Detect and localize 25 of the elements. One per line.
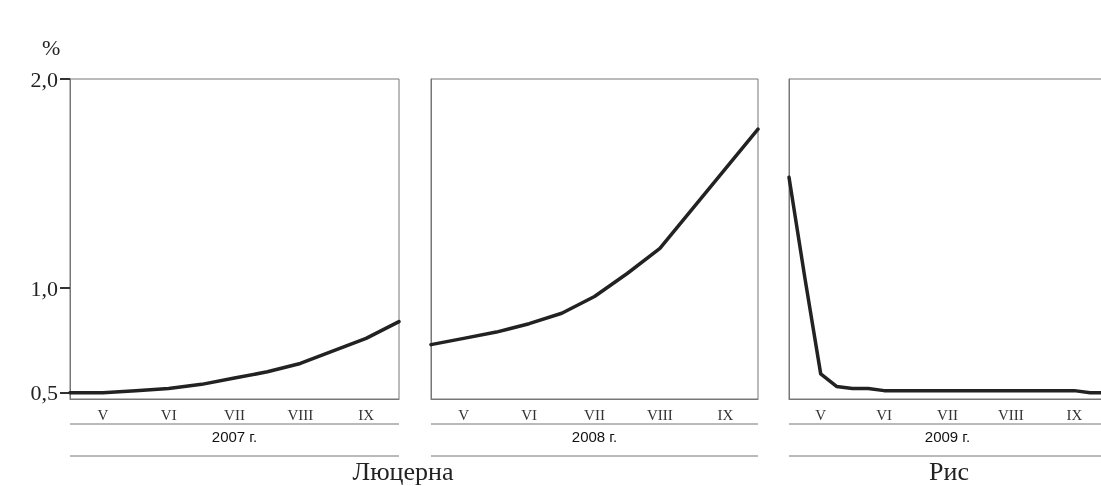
line-series: [68, 319, 401, 395]
text: Люцерна: [352, 456, 454, 486]
x-tick-label: VI: [521, 406, 538, 423]
x-tick-label: VI: [160, 406, 177, 423]
x-tick-label: VIII: [646, 406, 673, 423]
x-tick-label: IX: [1066, 406, 1083, 423]
x-tick-label: VI: [876, 406, 893, 423]
x-tick-label: VII: [584, 406, 605, 423]
x-tick-label: IX: [358, 406, 375, 423]
x-tick-label: IX: [717, 406, 734, 423]
y-tick-label: 0,5: [30, 380, 58, 406]
x-tick-label: V: [815, 406, 827, 423]
x-tick-label: VII: [224, 406, 245, 423]
x-tick-label: VIII: [287, 406, 314, 423]
y-tick-label: 2,0: [30, 66, 58, 92]
y-axis-title: %: [42, 34, 61, 60]
x-tick-label: VII: [937, 406, 958, 423]
x-tick-label: V: [458, 406, 470, 423]
x-tick-label: V: [97, 406, 109, 423]
x-axis-title: 2009 г.: [924, 428, 971, 445]
x-axis-title: 2008 г.: [571, 428, 618, 445]
y-tick-label: 1,0: [30, 275, 58, 301]
text: Рис: [929, 456, 969, 486]
x-axis-title: 2007 г.: [211, 428, 258, 445]
x-tick-label: VIII: [997, 406, 1024, 423]
